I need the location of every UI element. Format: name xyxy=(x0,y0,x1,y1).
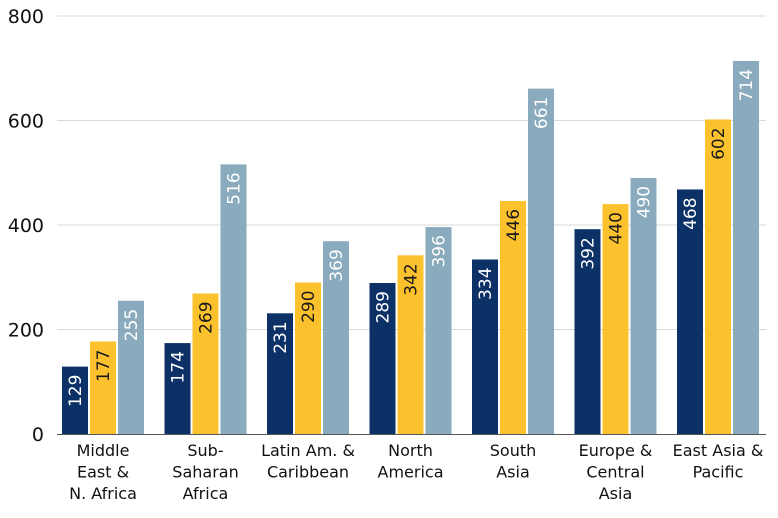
bar xyxy=(733,60,759,435)
bar xyxy=(425,227,452,434)
data-labels: 129 177 255 174 269 516 231 290 369 289 342 396 334 4… xyxy=(66,69,757,407)
x-tick-label: South xyxy=(490,441,537,460)
bar xyxy=(397,255,424,434)
data-label: 334 xyxy=(476,267,496,299)
data-label: 714 xyxy=(737,69,757,101)
bar xyxy=(500,200,526,434)
x-tick-label: Caribbean xyxy=(267,463,349,482)
y-tick-label: 600 xyxy=(8,111,44,133)
data-label: 392 xyxy=(579,237,599,269)
bar xyxy=(267,313,293,434)
y-tick-label: 0 xyxy=(32,424,44,446)
data-label: 255 xyxy=(122,309,142,341)
x-tick-label: Asia xyxy=(496,463,530,482)
bar xyxy=(574,229,601,434)
bar xyxy=(528,88,554,434)
bar xyxy=(323,241,349,434)
bar xyxy=(677,189,703,434)
x-tick-label: Europe & xyxy=(579,441,653,460)
bar xyxy=(90,341,116,434)
bar xyxy=(602,204,629,434)
data-label: 289 xyxy=(374,291,394,323)
x-tick-label: Asia xyxy=(599,484,633,503)
data-label: 440 xyxy=(607,212,627,244)
y-axis-ticks: 0 200 400 600 800 xyxy=(8,6,44,446)
data-label: 468 xyxy=(681,197,701,229)
data-label: 174 xyxy=(169,351,189,383)
x-tick-label: Sub- xyxy=(187,441,223,460)
x-tick-label: Saharan xyxy=(172,463,238,482)
bar xyxy=(295,282,321,434)
x-tick-label: East & xyxy=(77,463,129,482)
data-label: 490 xyxy=(635,186,655,218)
x-tick-label: N. Africa xyxy=(69,484,137,503)
data-label: 129 xyxy=(66,375,86,407)
data-label: 269 xyxy=(197,301,217,333)
bar xyxy=(62,366,88,434)
bar xyxy=(164,343,191,434)
data-label: 342 xyxy=(402,263,422,295)
bar xyxy=(630,177,657,434)
x-tick-label: Pacific xyxy=(693,463,744,482)
data-label: 661 xyxy=(532,97,552,129)
x-tick-label: Central xyxy=(586,463,644,482)
data-label: 177 xyxy=(94,350,114,382)
bars xyxy=(62,60,759,435)
bar xyxy=(220,164,247,434)
data-label: 396 xyxy=(430,235,450,267)
y-tick-label: 200 xyxy=(8,320,44,342)
bar xyxy=(192,293,219,434)
bar xyxy=(472,259,498,434)
x-tick-label: Latin Am. & xyxy=(261,441,355,460)
bar xyxy=(369,282,396,434)
x-axis-ticks: Middle East & N. Africa Sub- Saharan Africa La… xyxy=(69,441,763,503)
x-tick-label: East Asia & xyxy=(673,441,764,460)
x-tick-label: Africa xyxy=(183,484,229,503)
data-label: 516 xyxy=(225,172,245,204)
data-label: 369 xyxy=(327,249,347,281)
y-tick-label: 400 xyxy=(8,215,44,237)
data-label: 231 xyxy=(271,321,291,353)
data-label: 446 xyxy=(504,209,524,241)
bar xyxy=(118,300,144,434)
x-tick-label: Middle xyxy=(77,441,130,460)
y-tick-label: 800 xyxy=(8,6,44,28)
bar xyxy=(705,119,731,434)
x-tick-label: America xyxy=(378,463,444,482)
data-label: 602 xyxy=(709,127,729,159)
data-label: 290 xyxy=(299,290,319,322)
x-tick-label: North xyxy=(388,441,433,460)
